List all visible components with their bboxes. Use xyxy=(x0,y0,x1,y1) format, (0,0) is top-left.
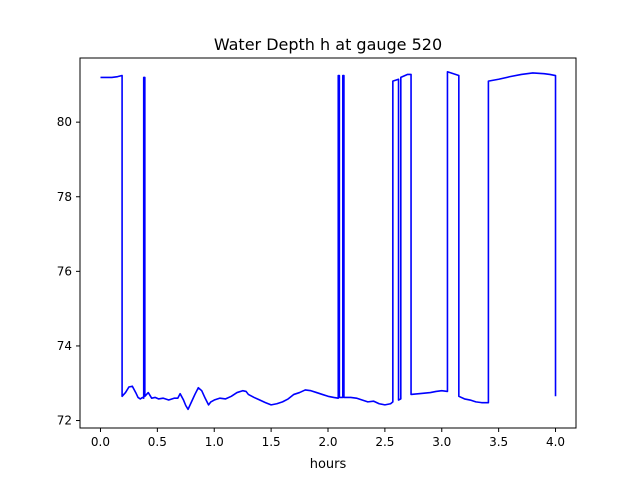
x-axis-label: hours xyxy=(310,457,347,472)
y-tick-label: 78 xyxy=(57,190,72,204)
y-tick-label: 76 xyxy=(57,264,72,278)
x-axis: 0.0 0.5 1.0 1.5 2.0 2.5 3.0 3.5 4.0 xyxy=(91,428,565,449)
x-tick-label: 1.5 xyxy=(262,435,281,449)
series-line xyxy=(100,71,557,411)
series-layer xyxy=(100,71,557,411)
x-tick-label: 3.0 xyxy=(432,435,451,449)
y-axis: 72 74 76 78 80 xyxy=(57,115,80,428)
y-tick-label: 74 xyxy=(57,339,72,353)
y-tick-label: 72 xyxy=(57,414,72,428)
x-tick-label: 0.5 xyxy=(148,435,167,449)
x-tick-label: 2.5 xyxy=(375,435,394,449)
x-tick-label: 1.0 xyxy=(205,435,224,449)
x-tick-label: 0.0 xyxy=(91,435,110,449)
y-tick-label: 80 xyxy=(57,115,72,129)
x-tick-label: 4.0 xyxy=(546,435,565,449)
x-tick-label: 2.0 xyxy=(318,435,337,449)
x-tick-label: 3.5 xyxy=(489,435,508,449)
chart-title: Water Depth h at gauge 520 xyxy=(214,35,442,54)
